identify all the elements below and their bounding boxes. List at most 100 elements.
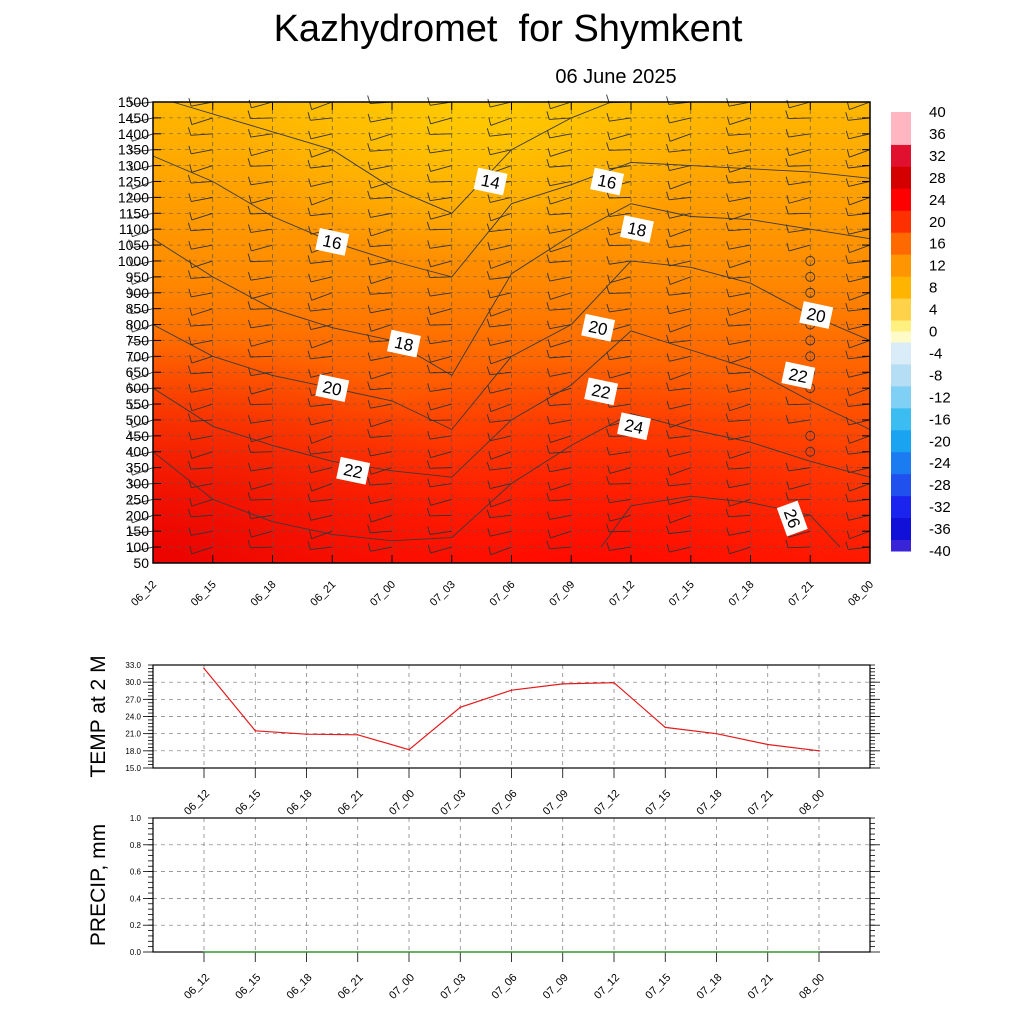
barb-flag	[845, 541, 849, 550]
barb-flag	[248, 433, 252, 442]
barb-staff	[609, 355, 632, 361]
barb-flag	[189, 498, 193, 507]
colorbar-box	[891, 232, 911, 245]
colorbar-box	[891, 353, 911, 365]
barb-staff	[131, 435, 154, 439]
barb-flag	[726, 354, 730, 364]
barb-flag	[606, 237, 610, 246]
barb-flag	[426, 364, 431, 374]
barb-flag	[546, 492, 550, 502]
barb-staff	[131, 355, 154, 362]
y-tick-label: 250	[126, 491, 150, 507]
barb-flag	[367, 161, 371, 170]
data-point	[561, 951, 564, 953]
barb-flag	[248, 224, 252, 233]
barb-staff	[131, 483, 154, 487]
barb-staff	[310, 546, 333, 550]
barb-staff	[131, 340, 154, 344]
barb-staff	[250, 403, 273, 406]
barb-flag	[845, 255, 849, 264]
barb-staff	[549, 355, 572, 359]
x-tick-label: 07_12	[592, 788, 622, 818]
barb-flag	[187, 127, 192, 136]
barb-staff	[250, 467, 273, 472]
barb-staff	[608, 149, 632, 151]
barb-staff	[609, 260, 632, 265]
barb-flag	[248, 528, 252, 538]
barb-flag	[427, 115, 431, 124]
barb-staff	[549, 403, 572, 407]
barb-staff	[550, 340, 572, 348]
barb-flag	[248, 319, 252, 328]
barb-staff	[429, 467, 452, 469]
barb-staff	[549, 133, 572, 139]
barb-staff	[131, 546, 154, 553]
barb-staff	[131, 149, 154, 153]
colorbar-box	[891, 155, 911, 168]
barb-flag	[427, 449, 431, 458]
barb-flag	[368, 370, 372, 380]
barb-flag	[667, 371, 671, 380]
barb-staff	[728, 340, 751, 346]
colorbar-box	[891, 463, 911, 475]
barb-flag	[666, 477, 670, 487]
barb-staff	[191, 387, 213, 393]
x-tick-label: 07_03	[438, 972, 468, 1002]
barb-staff	[430, 212, 452, 220]
barb-staff	[190, 276, 213, 279]
barb-flag	[845, 178, 850, 187]
barb-staff	[729, 355, 751, 364]
barb-staff	[549, 117, 572, 120]
barb-flag	[129, 133, 133, 142]
barb-staff	[728, 419, 751, 422]
barb-flag	[606, 142, 610, 151]
barb-flag	[307, 398, 311, 407]
colorbar-box	[891, 243, 911, 256]
y-axis-title: TEMP at 2 M	[87, 655, 110, 777]
barb-staff	[429, 435, 452, 440]
barb-flag	[726, 241, 730, 250]
barb-staff	[310, 355, 333, 360]
x-tick-label: 07_00	[368, 579, 398, 609]
y-tick-label: 15.0	[125, 764, 141, 773]
y-tick-label: 650	[126, 364, 150, 380]
barb-flag	[845, 321, 850, 330]
barb-flag	[546, 540, 550, 549]
barb-flag	[427, 526, 431, 535]
barb-flag	[606, 303, 610, 313]
barb-flag	[607, 513, 611, 522]
barb-flag	[666, 334, 670, 343]
data-point	[766, 743, 769, 746]
barb-flag	[248, 338, 252, 347]
barb-staff	[132, 181, 154, 190]
colorbar-label: -12	[929, 389, 951, 406]
barb-staff	[370, 324, 393, 332]
contour-label-bg	[581, 313, 616, 342]
barb-staff	[728, 514, 751, 518]
barb-staff	[728, 387, 751, 393]
contour-label-bg	[336, 456, 371, 485]
barb-staff	[490, 451, 512, 460]
barb-staff	[250, 228, 273, 233]
barb-flag	[307, 112, 311, 121]
contour-label-text: 22	[590, 381, 612, 404]
barb-flag	[845, 207, 849, 216]
barb-staff	[370, 419, 393, 428]
data-point	[510, 951, 513, 953]
contour-label: 20	[581, 313, 616, 342]
barb-staff	[251, 435, 273, 443]
barb-flag	[427, 240, 431, 249]
barb-flag	[367, 209, 371, 218]
barb-staff	[310, 212, 333, 217]
barb-staff	[251, 244, 273, 252]
barb-flag	[547, 195, 551, 205]
colorbar-box	[891, 496, 911, 508]
barb-staff	[849, 101, 871, 110]
barb-flag	[247, 110, 251, 119]
barb-staff	[429, 514, 452, 517]
y-axis-title: PRECIP, mm	[87, 824, 110, 946]
barb-staff	[609, 212, 632, 218]
barb-flag	[846, 435, 850, 444]
barb-staff	[608, 196, 632, 199]
contour-label-bg	[315, 228, 350, 256]
